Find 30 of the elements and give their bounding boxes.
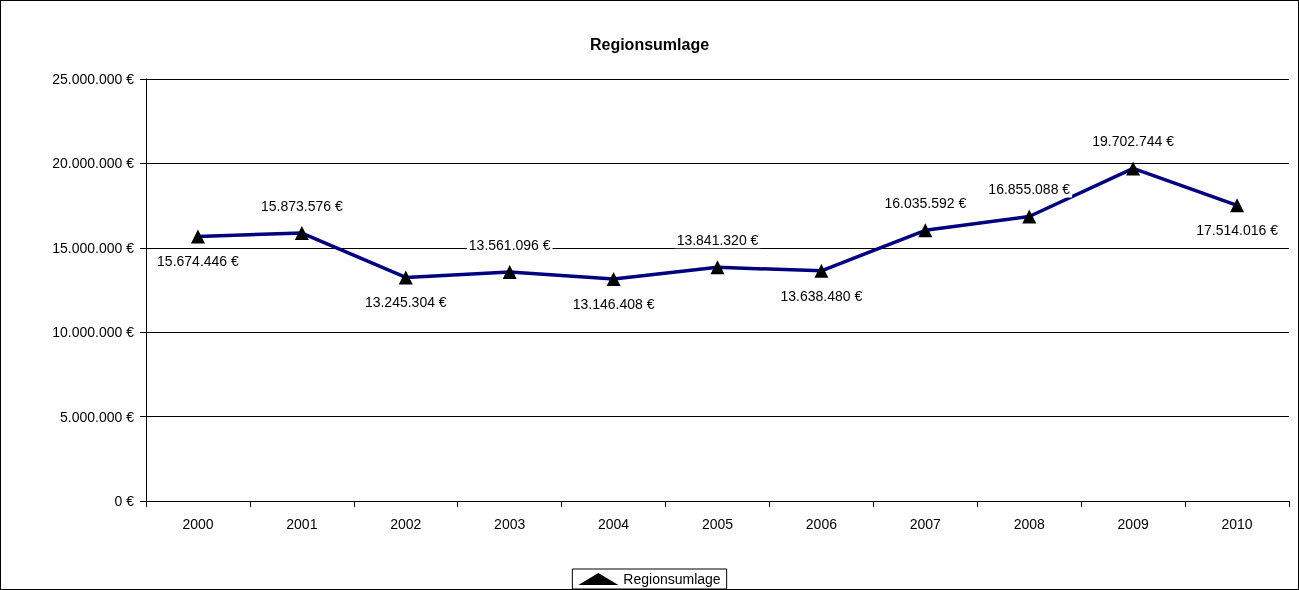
data-label: 15.873.576 € <box>260 198 343 215</box>
data-label: 13.245.304 € <box>364 294 447 311</box>
data-label: 19.702.744 € <box>1092 133 1175 150</box>
x-tick-label: 2004 <box>598 516 630 532</box>
data-label: 16.855.088 € <box>988 181 1071 198</box>
data-label: 15.674.446 € <box>157 253 240 270</box>
data-label: 13.638.480 € <box>780 287 863 304</box>
y-tick-label: 25.000.000 € <box>52 71 135 87</box>
x-tick-label: 2008 <box>1013 516 1046 532</box>
x-tick-label: 2009 <box>1117 516 1149 532</box>
x-tick-label: 2001 <box>286 516 318 532</box>
data-label: 13.561.096 € <box>468 237 551 254</box>
data-label: 17.514.016 € <box>1196 222 1279 239</box>
chart-title: Regionsumlage <box>589 35 710 53</box>
y-tick-label: 20.000.000 € <box>52 155 135 172</box>
data-label: 13.841.320 € <box>676 232 759 249</box>
x-tick-label: 2002 <box>390 516 422 532</box>
x-tick-label: 2000 <box>182 516 214 532</box>
legend-label: Regionsumlage <box>623 571 721 587</box>
x-tick-label: 2010 <box>1221 516 1253 532</box>
y-tick-label: 0 € <box>114 493 135 509</box>
x-tick-label: 2005 <box>701 516 734 532</box>
y-tick-label: 5.000.000 € <box>60 408 135 425</box>
x-tick-label: 2003 <box>494 516 526 532</box>
data-label: 13.146.408 € <box>572 296 655 313</box>
x-tick-label: 2007 <box>909 516 942 532</box>
y-tick-label: 15.000.000 € <box>52 239 135 256</box>
x-tick-label: 2006 <box>805 516 838 532</box>
data-label: 16.035.592 € <box>884 195 967 212</box>
y-tick-label: 10.000.000 € <box>52 324 135 341</box>
